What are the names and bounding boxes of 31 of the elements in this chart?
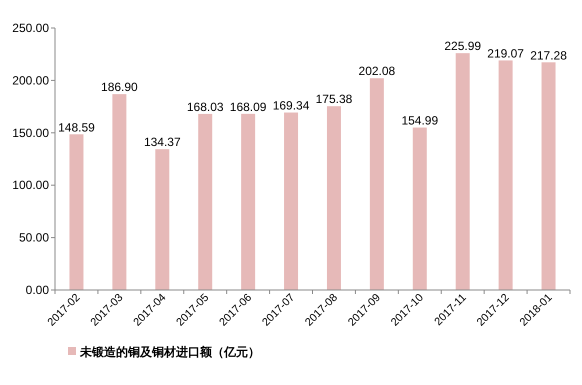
data-label: 186.90: [101, 80, 138, 94]
data-label: 202.08: [358, 64, 396, 78]
bar: [112, 94, 126, 290]
legend-label: 未锻造的铜及铜材进口额（亿元）: [79, 345, 260, 359]
data-label: 154.99: [401, 114, 438, 128]
y-tick-label: 250.00: [12, 21, 50, 35]
bar: [155, 149, 170, 290]
bar: [326, 106, 341, 290]
data-label: 175.38: [316, 92, 353, 106]
bar: [241, 114, 256, 290]
data-label: 225.99: [444, 39, 482, 54]
bar: [69, 134, 84, 290]
data-label: 168.03: [186, 100, 224, 114]
bar: [498, 60, 513, 290]
data-label: 217.28: [530, 48, 568, 62]
bar: [412, 128, 427, 290]
data-label: 169.34: [272, 98, 310, 113]
data-label: 134.37: [144, 135, 181, 150]
y-tick-label: 50.00: [18, 230, 50, 245]
y-tick-label: 200.00: [12, 73, 50, 88]
bar: [370, 78, 384, 290]
bar: [456, 53, 470, 290]
y-tick-label: 150.00: [12, 126, 50, 140]
bar: [198, 114, 212, 290]
bar: [284, 112, 298, 290]
y-tick-label: 0.00: [26, 283, 50, 297]
y-tick-label: 100.00: [12, 178, 50, 192]
bar: [542, 62, 556, 290]
data-label: 148.59: [58, 120, 96, 134]
data-label: 168.09: [230, 100, 267, 114]
data-label: 219.07: [487, 46, 524, 60]
